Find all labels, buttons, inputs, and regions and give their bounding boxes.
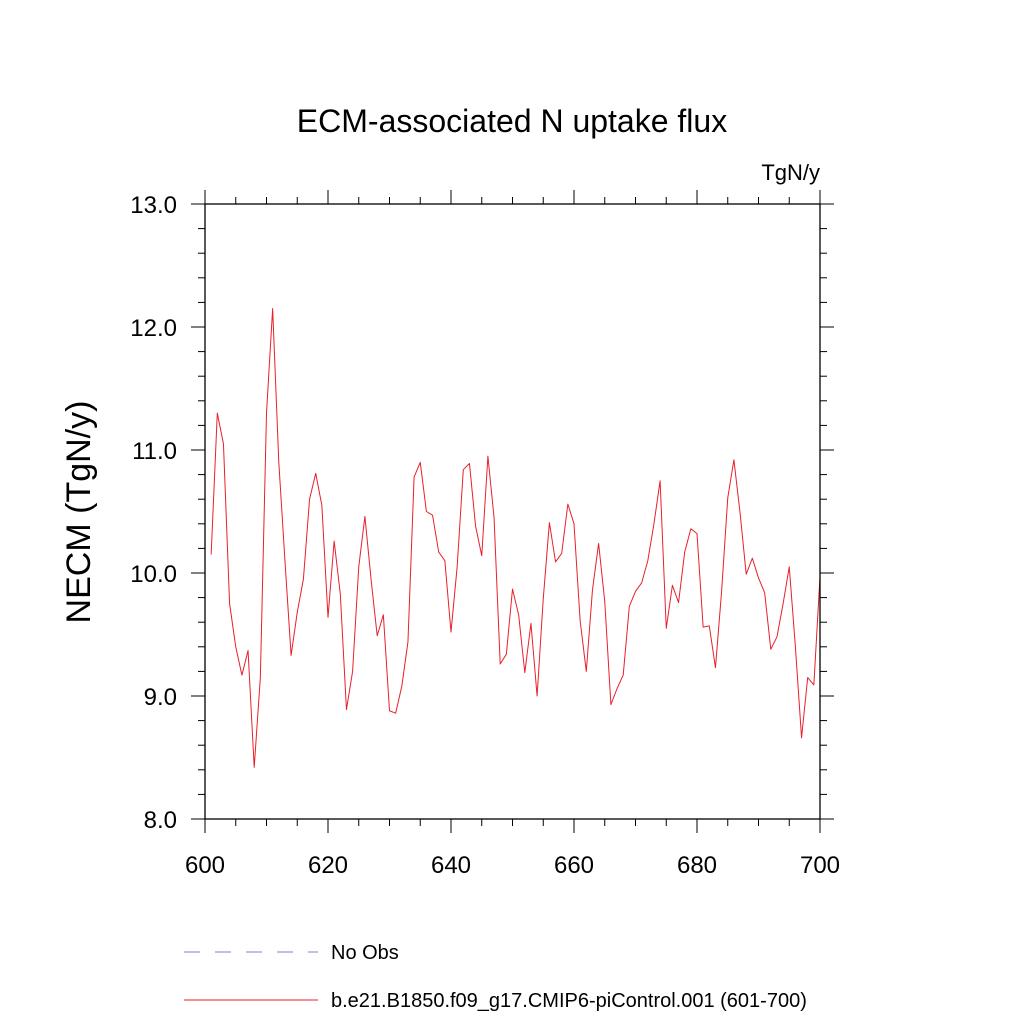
y-tick-label: 10.0 [130,561,177,588]
x-tick-label: 680 [677,852,717,879]
y-tick-label: 8.0 [144,807,177,834]
y-axis-label: NECM (TgN/y) [60,401,98,624]
data-series [210,308,821,768]
x-tick-label: 660 [554,852,594,879]
legend: No Obs b.e21.B1850.f09_g17.CMIP6-piContro… [184,942,807,1012]
x-tick-label: 620 [308,852,348,879]
legend-entry-label: No Obs [331,942,399,964]
plot-frame [204,203,821,820]
series-line [210,308,821,768]
x-tick-label: 700 [800,852,840,879]
y-tick-label: 9.0 [144,684,177,711]
chart-title: ECM-associated N uptake flux [297,103,727,139]
units-label: TgN/y [761,160,820,185]
x-tick-label: 600 [185,852,225,879]
x-tick-label: 640 [431,852,471,879]
y-tick-label: 12.0 [130,315,177,342]
legend-entry-label: b.e21.B1850.f09_g17.CMIP6-piControl.001 … [331,990,807,1012]
y-tick-label: 11.0 [132,438,177,465]
axis-ticks: 600 620 640 660 680 700 8.0 9.0 10.0 11.0 12.0 13.0 [130,190,840,879]
y-tick-label: 13.0 [130,192,177,219]
